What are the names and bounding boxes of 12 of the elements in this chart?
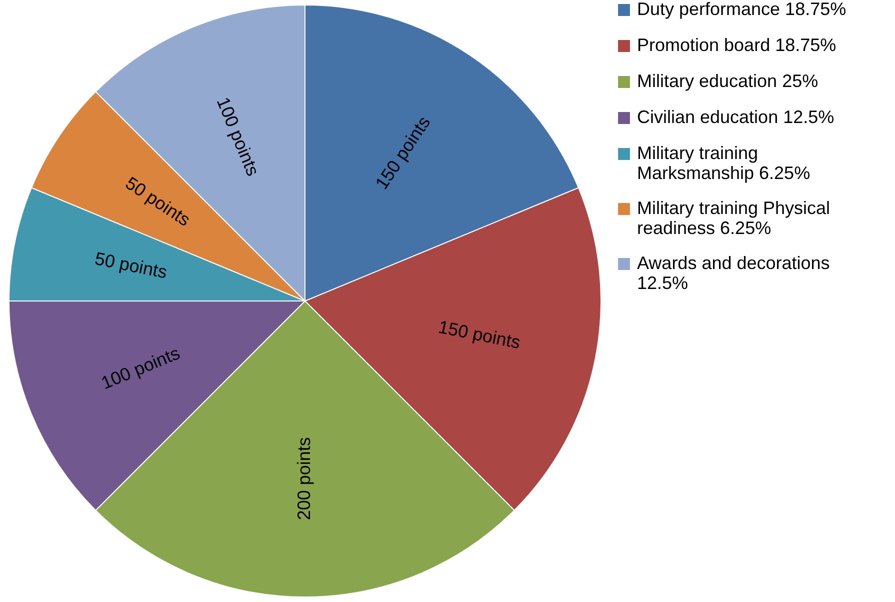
legend-label: Promotion board 18.75% — [637, 35, 836, 55]
data-label: 100 points — [98, 342, 183, 394]
legend-label: Awards and decorations 12.5% — [637, 253, 830, 293]
data-label: 150 points — [436, 316, 522, 353]
legend-label: Duty performance 18.75% — [637, 0, 846, 19]
data-label: 200 points — [294, 437, 314, 520]
data-label: 50 points — [93, 248, 169, 282]
data-label: 100 points — [212, 94, 264, 179]
legend-label: Military training Physical readiness 6.25% — [637, 198, 830, 238]
legend-label: Military education 25% — [637, 71, 818, 91]
legend-label: Military training Marksmanship 6.25% — [637, 143, 810, 183]
legend-label: Civilian education 12.5% — [637, 107, 834, 127]
